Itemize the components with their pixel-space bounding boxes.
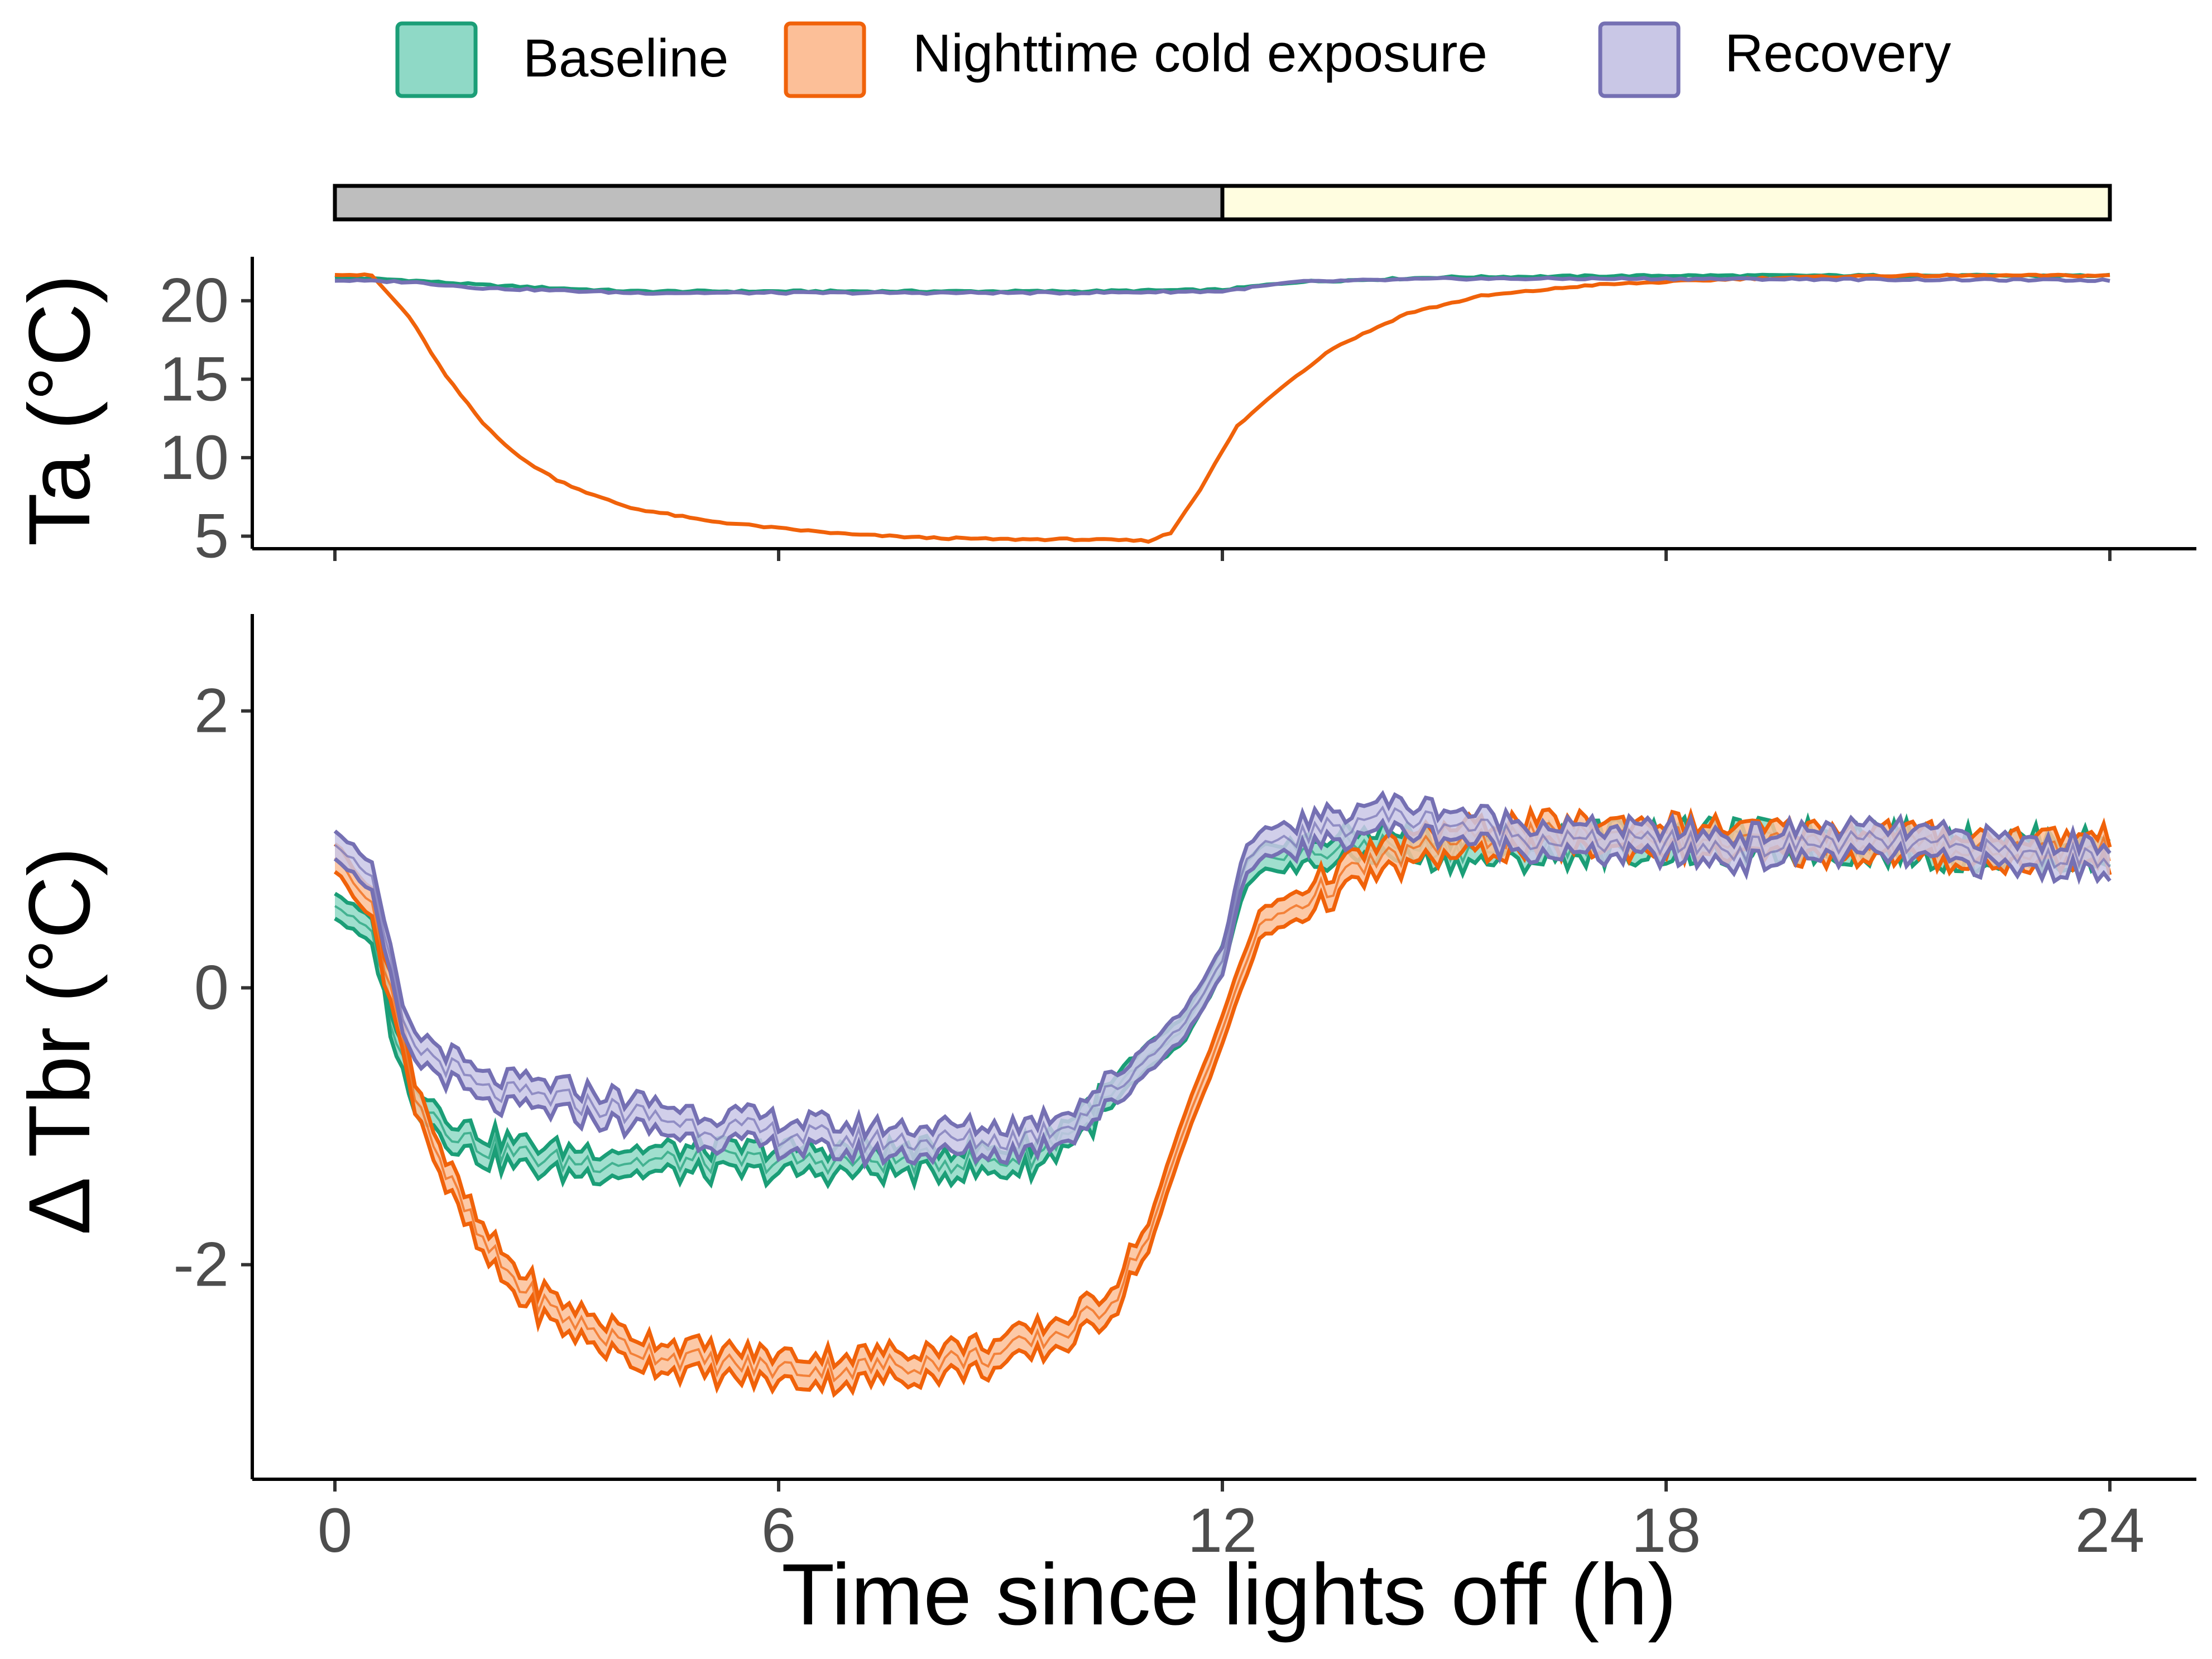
ta-y-axis-title: Ta (°C) bbox=[11, 274, 108, 546]
x-tick-label-18: 18 bbox=[1632, 1495, 1701, 1565]
x-tick-label-0: 0 bbox=[318, 1495, 352, 1565]
tbr-y-ticks: -2 0 2 bbox=[173, 676, 252, 1300]
light-dark-phase-bar bbox=[333, 184, 2112, 222]
ta-series-group bbox=[334, 272, 2110, 544]
panel-ambient-temperature: 5 10 15 20 Ta (°C) bbox=[11, 257, 2196, 571]
tbr-upper-line-nighttime-cold-exposure bbox=[333, 804, 2112, 1370]
legend-key-recovery bbox=[1598, 21, 1681, 98]
tbr-y-axis-title: Δ Tbr (°C) bbox=[11, 847, 108, 1235]
legend-label-baseline: Baseline bbox=[523, 28, 728, 88]
legend: Baseline Nighttime cold exposure Recover… bbox=[395, 21, 1951, 98]
x-tick-label-24: 24 bbox=[2075, 1495, 2145, 1565]
ta-y-tick-label-20: 20 bbox=[159, 266, 229, 335]
tbr-lower-line-recovery bbox=[333, 817, 2112, 1170]
ta-y-tick-label-5: 5 bbox=[194, 501, 229, 571]
legend-key-cold bbox=[784, 21, 866, 98]
ta-y-ticks: 5 10 15 20 bbox=[159, 266, 252, 571]
tbr-upper-line-recovery bbox=[333, 790, 2112, 1143]
ta-y-tick-label-15: 15 bbox=[159, 344, 229, 414]
tbr-y-tick-label--2: -2 bbox=[173, 1230, 229, 1300]
legend-label-cold: Nighttime cold exposure bbox=[913, 23, 1488, 83]
tbr-x-ticks: 0 6 12 18 24 bbox=[318, 1479, 2144, 1565]
panel-brain-temperature: -2 0 2 0 6 12 18 24 Δ Tbr (°C) bbox=[11, 614, 2196, 1565]
legend-label-recovery: Recovery bbox=[1725, 23, 1951, 83]
tbr-band-recovery bbox=[335, 793, 2110, 1165]
tbr-mean-line-recovery bbox=[334, 805, 2111, 1154]
phase-bar-light bbox=[1220, 184, 2112, 222]
x-axis-title: Time since lights off (h) bbox=[781, 1546, 1677, 1643]
ta-line-recovery bbox=[334, 276, 2110, 296]
tbr-y-tick-label-0: 0 bbox=[194, 953, 229, 1023]
tbr-y-tick-label-2: 2 bbox=[194, 676, 229, 746]
ta-line-nighttime-cold-exposure bbox=[334, 272, 2110, 544]
ta-x-ticks bbox=[333, 549, 2112, 561]
ta-y-tick-label-10: 10 bbox=[159, 423, 229, 492]
legend-key-baseline bbox=[395, 21, 478, 98]
x-tick-label-12: 12 bbox=[1188, 1495, 1258, 1565]
tbr-series-group bbox=[333, 790, 2112, 1398]
phase-bar-dark bbox=[333, 184, 1225, 222]
x-tick-label-6: 6 bbox=[761, 1495, 796, 1565]
